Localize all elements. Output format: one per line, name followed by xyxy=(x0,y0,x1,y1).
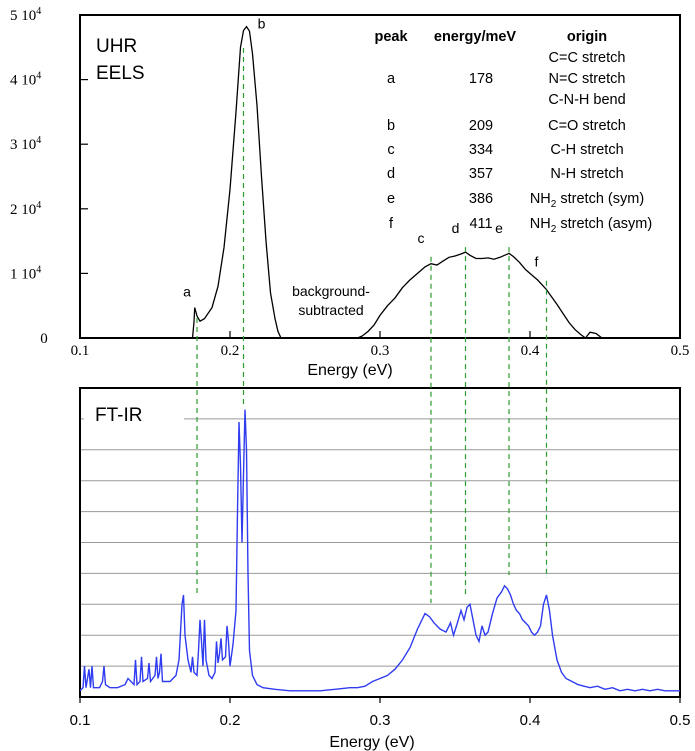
ftir-panel-label: FT-IR xyxy=(95,405,143,426)
peak-b-energy: 209 xyxy=(469,118,493,134)
peak-f-origin: NH2 stretch (asym) xyxy=(530,216,652,235)
eels-spectrum-line xyxy=(191,25,603,338)
eels-y-tick-label: 2 104 xyxy=(10,200,41,218)
peak-e-origin-pre: NH xyxy=(530,191,551,207)
eels-y-tick-mantissa: 4 10 xyxy=(10,73,36,89)
eels-x-tick-label: 0.2 xyxy=(221,343,240,359)
ftir-x-tick-label: 0.4 xyxy=(520,712,541,729)
peak-marker-a: a xyxy=(183,283,191,299)
peak-f-origin-post: stretch (asym) xyxy=(556,216,652,232)
eels-panel-label-line2: EELS xyxy=(96,63,145,84)
peak-guide-lines xyxy=(196,48,548,603)
eels-y-tick-exponent: 4 xyxy=(36,6,41,17)
peak-e-origin: NH2 stretch (sym) xyxy=(530,191,644,210)
peak-marker-e: e xyxy=(495,220,503,236)
peak-c-label: c xyxy=(387,142,394,158)
peak-a-origin-2: N=C stretch xyxy=(549,71,626,87)
ftir-x-tick-label: 0.1 xyxy=(70,712,91,729)
peak-e-energy: 386 xyxy=(469,191,493,207)
eels-panel-label-line1: UHR xyxy=(96,36,137,57)
ftir-x-axis-label: Energy (eV) xyxy=(329,734,414,751)
eels-y-tick-label: 3 104 xyxy=(10,135,41,153)
peak-d-energy: 357 xyxy=(469,166,493,182)
ftir-label-backdrop xyxy=(84,392,184,432)
peak-marker-c: c xyxy=(418,230,425,246)
eels-y-tick-label: 4 104 xyxy=(10,71,41,89)
ftir-x-tick-label: 0.5 xyxy=(670,712,691,729)
peak-table: peak energy/meV origin C=C stretch a 178… xyxy=(374,29,652,235)
background-subtracted-note-line1: background- xyxy=(292,283,370,299)
peak-b-origin: C=O stretch xyxy=(548,118,626,134)
ftir-x-axis: 0.1 0.2 0.3 0.4 0.5 xyxy=(70,697,691,729)
peak-f-label: f xyxy=(389,216,394,232)
peak-f-origin-pre: NH xyxy=(530,216,551,232)
eels-y-tick-mantissa: 2 10 xyxy=(10,202,36,218)
peak-marker-d: d xyxy=(452,220,460,236)
eels-x-tick-label: 0.4 xyxy=(521,343,540,359)
eels-y-tick-label: 5 104 xyxy=(10,6,41,24)
eels-x-tick-label: 0.5 xyxy=(671,343,690,359)
peak-marker-b: b xyxy=(258,16,266,32)
ftir-x-tick-label: 0.2 xyxy=(220,712,241,729)
peak-a-energy: 178 xyxy=(469,71,493,87)
eels-y-tick-exponent: 4 xyxy=(36,135,41,146)
eels-y-tick-mantissa: 1 10 xyxy=(10,266,36,282)
ftir-gridlines xyxy=(80,418,680,667)
background-subtracted-note-line2: subtracted xyxy=(298,302,363,318)
eels-x-tick-label: 0.1 xyxy=(71,343,90,359)
eels-y-tick-mantissa: 5 10 xyxy=(10,8,36,24)
peak-e-origin-post: stretch (sym) xyxy=(556,191,644,207)
peak-marker-f: f xyxy=(535,254,539,270)
peak-d-origin: N-H stretch xyxy=(550,166,623,182)
eels-y-tick-exponent: 4 xyxy=(36,71,41,82)
ftir-spectrum-line xyxy=(80,409,680,692)
eels-x-axis: 0.1 0.2 0.3 0.4 0.5 xyxy=(71,331,690,359)
peak-a-origin-3: C-N-H bend xyxy=(548,92,625,108)
eels-x-tick-label: 0.3 xyxy=(371,343,390,359)
peak-table-header-energy: energy/meV xyxy=(434,29,517,45)
eels-y-tick-label: 0 xyxy=(40,331,48,347)
eels-y-tick-exponent: 4 xyxy=(36,264,41,275)
peak-c-energy: 334 xyxy=(469,142,493,158)
peak-e-label: e xyxy=(387,191,395,207)
peak-e-origin-sub: 2 xyxy=(551,199,557,210)
peak-table-header-origin: origin xyxy=(567,29,607,45)
eels-y-tick-mantissa: 3 10 xyxy=(10,137,36,153)
eels-y-tick-label: 1 104 xyxy=(10,264,41,282)
eels-y-tick-exponent: 4 xyxy=(36,200,41,211)
peak-c-origin: C-H stretch xyxy=(550,142,623,158)
peak-b-label: b xyxy=(387,118,395,134)
ftir-x-tick-label: 0.3 xyxy=(370,712,391,729)
peak-a-origin-1: C=C stretch xyxy=(549,50,626,66)
peak-a-label: a xyxy=(387,71,396,87)
peak-d-label: d xyxy=(387,166,395,182)
eels-x-axis-label: Energy (eV) xyxy=(307,362,392,379)
peak-f-energy: 411 xyxy=(469,216,492,232)
peak-table-header-peak: peak xyxy=(374,29,408,45)
peak-f-origin-sub: 2 xyxy=(551,224,557,235)
ftir-panel: FT-IR 0.1 0.2 0.3 0.4 0.5 Energy (eV) xyxy=(70,387,691,751)
